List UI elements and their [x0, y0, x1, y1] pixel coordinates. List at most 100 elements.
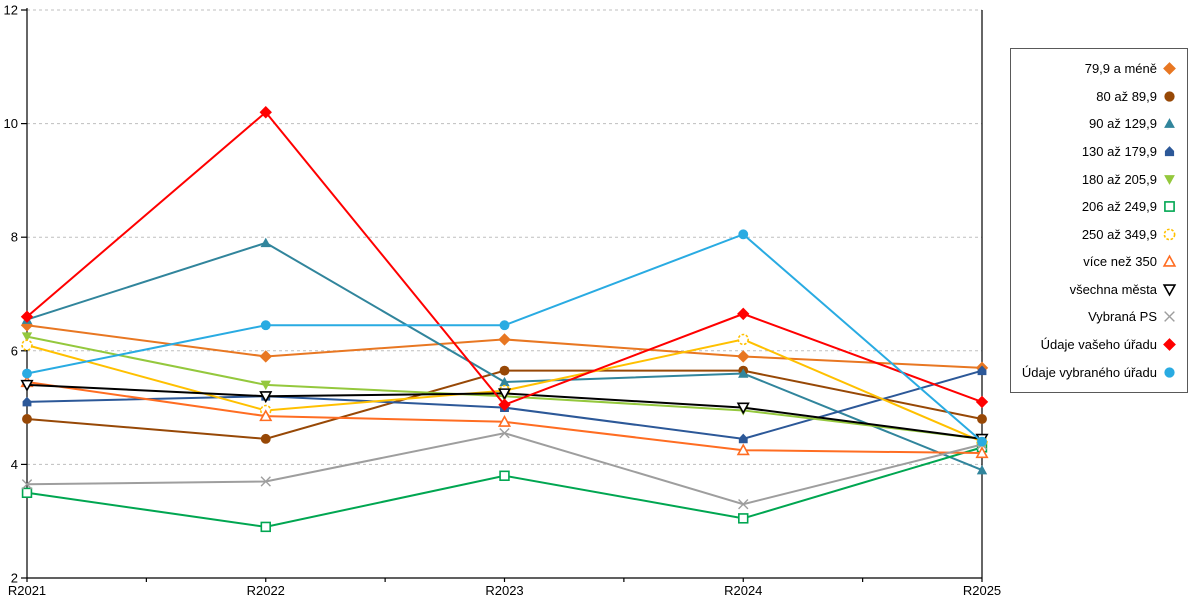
legend-label: všechna města: [1069, 281, 1157, 297]
series-2: [22, 365, 987, 444]
data-point-marker: [259, 409, 273, 422]
series-line: [26, 446, 983, 528]
y-axis-labels: 2 4 6 8 10 12: [4, 3, 18, 586]
series-11: [20, 106, 989, 411]
line-chart-canvas: 2 4 6 8 10 12 R2021 R2022 R2023 R2024 R2025: [4, 3, 1002, 599]
legend-marker-icon: [1164, 367, 1175, 378]
series-line: [26, 241, 983, 472]
series-3: [21, 237, 988, 475]
legend-label: Údaje vašeho úřadu: [1040, 337, 1157, 353]
data-point-marker: [499, 320, 510, 331]
legend-marker-icon: [1164, 146, 1175, 157]
x-axis-label: R2021: [8, 583, 46, 598]
data-point-marker: [21, 332, 33, 342]
data-point-marker: [738, 433, 748, 444]
data-point-marker: [259, 350, 272, 363]
data-point-marker: [498, 333, 511, 346]
data-point-marker: [737, 333, 749, 346]
data-point-marker: [259, 106, 272, 119]
legend-marker-icon: [1164, 174, 1175, 185]
legend-item: Vybraná PS: [1011, 309, 1187, 324]
series-line: [26, 432, 983, 506]
data-point-marker: [499, 427, 510, 439]
y-axis-label: 8: [11, 230, 18, 245]
legend-item: Údaje vašeho úřadu: [1011, 337, 1187, 352]
data-point-marker: [260, 521, 271, 533]
y-axis-label: 10: [4, 116, 18, 131]
legend-label: více než 350: [1083, 254, 1157, 270]
legend-item: 79,9 a méně: [1011, 61, 1187, 76]
series-10: [21, 427, 988, 510]
legend-item: 130 až 179,9: [1011, 144, 1187, 159]
x-axis-label: R2025: [963, 583, 1001, 598]
data-point-marker: [1164, 91, 1175, 102]
data-point-marker: [22, 396, 32, 407]
data-point-marker: [260, 320, 271, 331]
legend-item: více než 350: [1011, 254, 1187, 269]
legend-label: 130 až 179,9: [1081, 144, 1157, 160]
legend-label: 90 až 129,9: [1089, 116, 1157, 132]
x-axis-labels: R2021 R2022 R2023 R2024 R2025: [8, 583, 1001, 598]
y-axis-label: 6: [11, 343, 18, 358]
series-12: [22, 229, 987, 447]
data-point-marker: [497, 388, 512, 401]
legend-marker-icon: [1164, 91, 1175, 102]
data-point-marker: [260, 380, 271, 391]
data-point-marker: [260, 433, 271, 444]
legend-marker-icon: [1164, 201, 1175, 213]
x-axis-label: R2024: [724, 583, 762, 598]
data-point-marker: [1163, 62, 1176, 76]
legend-marker-icon: [1164, 311, 1175, 323]
data-point-marker: [977, 436, 987, 447]
legend-marker-icon: [1164, 118, 1175, 129]
data-point-marker: [976, 464, 988, 475]
legend-label: Vybraná PS: [1088, 309, 1157, 325]
data-point-marker: [499, 365, 510, 376]
legend-label: Údaje vybraného úřadu: [1021, 364, 1157, 380]
data-point-marker: [736, 402, 750, 415]
data-point-marker: [20, 379, 34, 392]
data-point-marker: [738, 498, 749, 510]
data-point-marker: [21, 487, 33, 499]
legend-item: 90 až 129,9: [1011, 116, 1187, 131]
data-point-marker: [259, 391, 273, 404]
data-point-marker: [1164, 367, 1175, 378]
data-point-marker: [260, 237, 271, 248]
legend-item: všechna města: [1011, 282, 1187, 297]
legend-item: Údaje vybraného úřadu: [1011, 365, 1187, 380]
data-point-marker: [737, 350, 750, 363]
data-point-marker: [1164, 146, 1175, 157]
y-axis-label: 2: [11, 571, 18, 586]
data-point-marker: [1162, 284, 1177, 297]
data-point-marker: [22, 414, 32, 424]
legend-item: 206 až 249,9: [1011, 199, 1187, 214]
series-line: [26, 324, 983, 369]
data-point-marker: [1162, 254, 1177, 268]
x-axis-label: R2023: [485, 583, 523, 598]
data-point-marker: [21, 339, 33, 351]
data-point-marker: [499, 376, 510, 387]
data-point-marker: [1163, 338, 1176, 351]
data-point-marker: [737, 307, 750, 321]
legend-label: 206 až 249,9: [1081, 199, 1157, 215]
legend-marker-icon: [1163, 62, 1176, 76]
data-point-marker: [1164, 311, 1175, 323]
data-point-marker: [497, 414, 512, 427]
data-point-marker: [1164, 174, 1175, 185]
data-point-marker: [738, 513, 749, 524]
series-6: [21, 442, 988, 533]
legend-item: 180 až 205,9: [1011, 172, 1187, 187]
legend-label: 80 až 89,9: [1096, 88, 1157, 104]
y-axis-label: 12: [4, 3, 18, 18]
data-point-marker: [738, 229, 749, 240]
y-axis-label: 4: [11, 457, 18, 472]
legend-marker-icon: [1163, 228, 1176, 241]
data-point-marker: [498, 398, 511, 411]
data-point-marker: [1163, 228, 1176, 241]
data-point-marker: [499, 470, 510, 481]
legend-marker-icon: [1163, 338, 1176, 351]
data-point-marker: [1164, 201, 1175, 213]
data-point-marker: [738, 368, 749, 378]
axes: [21, 8, 983, 582]
